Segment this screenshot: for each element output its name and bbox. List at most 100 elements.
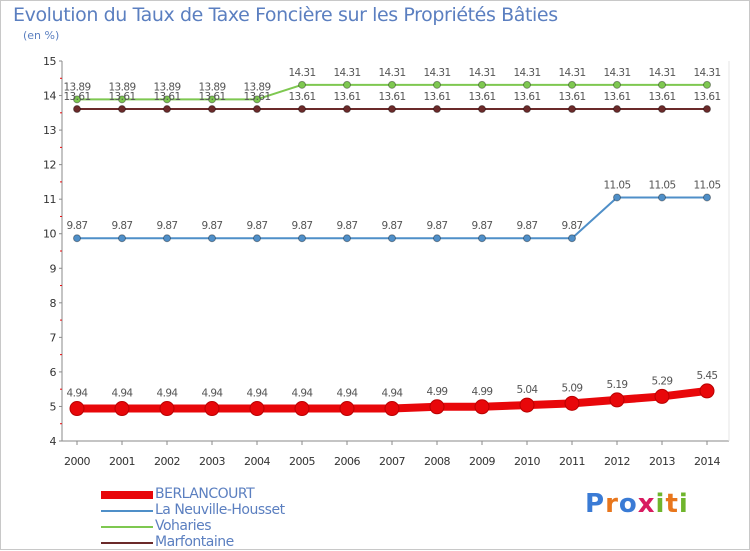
- data-point-marfontaine: [478, 105, 486, 114]
- data-label-voharies: 14.31: [378, 67, 405, 79]
- legend-item: La Neuville-Housset: [101, 502, 361, 519]
- data-label-voharies: 14.31: [603, 67, 630, 79]
- y-tick-label: 7: [50, 331, 57, 344]
- data-label-berlancourt: 4.94: [382, 388, 404, 400]
- data-label-berlancourt: 4.99: [427, 386, 448, 398]
- x-tick-label: 2006: [334, 455, 360, 468]
- data-label-voharies: 14.31: [513, 67, 540, 79]
- y-tick-label: 11: [43, 193, 56, 206]
- legend-label: Marfontaine: [155, 534, 234, 550]
- logo-letter: i: [678, 489, 689, 519]
- data-point-berlancourt: [204, 401, 220, 417]
- logo-letter: o: [618, 489, 638, 519]
- data-label-la-neuville-housset: 9.87: [472, 220, 493, 232]
- data-label-marfontaine: 13.61: [333, 91, 360, 103]
- data-label-marfontaine: 13.61: [153, 91, 180, 103]
- chart-title: Evolution du Taux de Taxe Foncière sur l…: [13, 4, 558, 26]
- x-tick-label: 2002: [154, 455, 180, 468]
- data-point-la-neuville-housset: [613, 193, 621, 202]
- data-point-marfontaine: [433, 105, 441, 114]
- data-label-berlancourt: 5.45: [697, 370, 718, 382]
- legend-swatch: [101, 542, 153, 544]
- data-label-la-neuville-housset: 9.87: [382, 220, 403, 232]
- data-label-voharies: 14.31: [558, 67, 585, 79]
- data-label-voharies: 13.89: [243, 81, 270, 93]
- data-point-voharies: [388, 80, 396, 89]
- data-point-marfontaine: [703, 105, 711, 114]
- x-tick-label: 2000: [64, 455, 90, 468]
- data-label-la-neuville-housset: 11.05: [648, 179, 675, 191]
- data-point-marfontaine: [298, 105, 306, 114]
- y-tick-label: 12: [43, 159, 56, 172]
- data-label-berlancourt: 4.94: [337, 388, 359, 400]
- x-tick-label: 2009: [469, 455, 495, 468]
- x-tick-label: 2010: [514, 455, 540, 468]
- data-label-la-neuville-housset: 9.87: [157, 220, 178, 232]
- data-label-marfontaine: 13.61: [603, 91, 630, 103]
- data-label-voharies: 13.89: [153, 81, 180, 93]
- legend-swatch: [101, 526, 153, 528]
- logo-letter: t: [665, 489, 679, 519]
- data-point-berlancourt: [384, 401, 400, 417]
- data-point-berlancourt: [474, 399, 490, 415]
- y-tick-label: 10: [43, 228, 56, 241]
- data-label-marfontaine: 13.61: [108, 91, 135, 103]
- data-label-marfontaine: 13.61: [63, 91, 90, 103]
- data-label-la-neuville-housset: 11.05: [603, 179, 630, 191]
- data-point-berlancourt: [69, 401, 85, 417]
- x-tick-label: 2001: [109, 455, 135, 468]
- x-tick-label: 2004: [244, 455, 270, 468]
- data-point-berlancourt: [699, 383, 715, 399]
- data-label-la-neuville-housset: 9.87: [202, 220, 223, 232]
- data-point-la-neuville-housset: [298, 234, 306, 243]
- data-point-marfontaine: [523, 105, 531, 114]
- logo-letter: x: [637, 489, 656, 519]
- chart-legend: BERLANCOURT La Neuville-Housset Voharies Ma…: [101, 486, 361, 551]
- y-tick-label: 4: [50, 435, 57, 448]
- data-point-berlancourt: [159, 401, 175, 417]
- legend-label: Voharies: [155, 518, 212, 534]
- data-point-marfontaine: [253, 105, 261, 114]
- proxiti-logo: Proxiti: [585, 489, 689, 519]
- data-label-la-neuville-housset: 9.87: [67, 220, 88, 232]
- data-label-marfontaine: 13.61: [288, 91, 315, 103]
- data-point-berlancourt: [339, 401, 355, 417]
- data-point-marfontaine: [388, 105, 396, 114]
- legend-item: BERLANCOURT: [101, 486, 361, 503]
- data-label-voharies: 14.31: [423, 67, 450, 79]
- data-point-voharies: [343, 80, 351, 89]
- x-tick-label: 2012: [604, 455, 630, 468]
- legend-label: BERLANCOURT: [155, 486, 255, 502]
- data-point-voharies: [613, 80, 621, 89]
- y-tick-label: 8: [50, 297, 57, 310]
- data-point-marfontaine: [568, 105, 576, 114]
- legend-item: Voharies: [101, 518, 361, 535]
- series-data-labels: 4.94 4.94 4.94 4.94 4.94 4.94 4.94 4.94 4.99 4.99…: [63, 67, 721, 400]
- logo-letter: P: [585, 489, 606, 519]
- data-label-la-neuville-housset: 9.87: [427, 220, 448, 232]
- data-point-la-neuville-housset: [208, 234, 216, 243]
- legend-label: La Neuville-Housset: [155, 502, 285, 518]
- data-point-la-neuville-housset: [523, 234, 531, 243]
- data-label-marfontaine: 13.61: [378, 91, 405, 103]
- data-point-marfontaine: [73, 105, 81, 114]
- data-point-marfontaine: [118, 105, 126, 114]
- data-label-berlancourt: 4.94: [202, 388, 224, 400]
- data-label-marfontaine: 13.61: [468, 91, 495, 103]
- legend-item: Marfontaine: [101, 534, 361, 551]
- data-label-marfontaine: 13.61: [423, 91, 450, 103]
- y-tick-label: 15: [43, 55, 56, 68]
- data-label-voharies: 14.31: [648, 67, 675, 79]
- data-point-la-neuville-housset: [568, 234, 576, 243]
- legend-swatch: [101, 491, 153, 499]
- data-point-berlancourt: [519, 397, 535, 413]
- data-point-marfontaine: [658, 105, 666, 114]
- data-label-berlancourt: 5.09: [562, 382, 583, 394]
- y-tick-label: 13: [43, 124, 56, 137]
- data-label-voharies: 14.31: [288, 67, 315, 79]
- data-label-voharies: 13.89: [108, 81, 135, 93]
- y-tick-label: 5: [50, 400, 57, 413]
- data-label-voharies: 13.89: [198, 81, 225, 93]
